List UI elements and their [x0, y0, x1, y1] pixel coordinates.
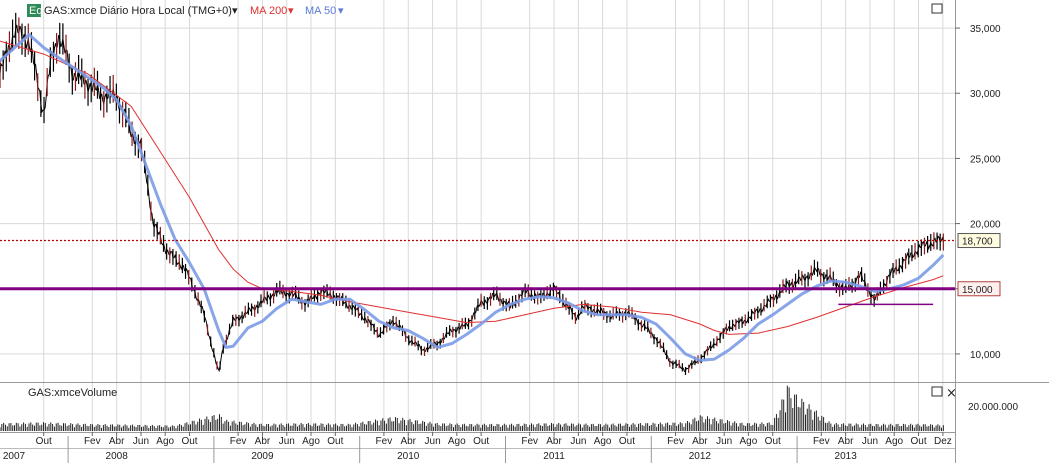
x-month-label-10: Out	[327, 436, 343, 447]
last-price-tag-box	[957, 233, 1001, 249]
x-year-label-3: 2010	[397, 451, 420, 462]
volume-maximize-button[interactable]	[931, 386, 943, 397]
x-month-label-21: Fev	[667, 436, 684, 447]
volume-close-icon[interactable]: ×	[946, 386, 957, 401]
ma200-legend[interactable]: MA 200	[250, 5, 287, 17]
x-month-label-13: Jun	[425, 436, 441, 447]
price-maximize-button[interactable]	[931, 3, 943, 14]
y-tick-label-4: 30,000	[970, 89, 1001, 100]
x-year-label-0: 2007	[3, 451, 26, 462]
last-price-tag: 18,700	[962, 237, 993, 248]
x-month-label-15: Out	[473, 436, 489, 447]
x-year-label-5: 2012	[689, 451, 712, 462]
x-month-label-23: Jun	[716, 436, 732, 447]
x-month-label-9: Ago	[302, 436, 320, 447]
ma200-dropdown-icon[interactable]: ▾	[288, 5, 294, 17]
x-month-label-7: Abr	[255, 436, 271, 447]
x-year-label-6: 2013	[835, 451, 858, 462]
x-month-label-25: Out	[765, 436, 781, 447]
x-month-label-19: Ago	[594, 436, 612, 447]
x-month-label-14: Ago	[448, 436, 466, 447]
price-axis: 10,000 15,000 20,000 25,000 30,000 35,000 18,7…	[955, 24, 1001, 361]
x-month-label-16: Fev	[521, 436, 538, 447]
x-month-label-26: Fev	[813, 436, 830, 447]
x-month-label-4: Ago	[156, 436, 174, 447]
x-month-label-31: Dez	[934, 436, 952, 447]
x-month-label-22: Abr	[692, 436, 708, 447]
x-month-label-8: Jun	[279, 436, 295, 447]
x-year-label-4: 2011	[543, 451, 565, 462]
volume-bars	[0, 385, 944, 431]
x-month-label-5: Out	[181, 436, 197, 447]
ma50-line	[0, 33, 945, 362]
x-month-label-2: Abr	[109, 436, 125, 447]
horizontal-levels	[0, 239, 955, 306]
x-year-label-2: 2009	[251, 451, 274, 462]
volume-panel-title: GAS:xmceVolume	[28, 387, 117, 399]
instrument-title[interactable]: GAS:xmce Diário Hora Local (TMG+0)	[44, 5, 232, 17]
ma50-series	[0, 33, 945, 362]
y-tick-label-0: 10,000	[970, 350, 1001, 361]
x-month-label-11: Fev	[376, 436, 393, 447]
x-month-label-29: Ago	[885, 436, 903, 447]
x-month-label-27: Abr	[838, 436, 854, 447]
instrument-dropdown-icon[interactable]: ▾	[232, 5, 238, 17]
price-plot-background	[0, 0, 955, 382]
x-month-label-24: Ago	[740, 436, 758, 447]
y-tick-label-3: 25,000	[970, 154, 1001, 165]
x-month-label-1: Fev	[84, 436, 101, 447]
x-month-label-6: Fev	[230, 436, 247, 447]
x-month-label-18: Jun	[570, 436, 586, 447]
x-month-label-28: Jun	[862, 436, 878, 447]
x-month-label-20: Out	[619, 436, 635, 447]
volume-axis-tick: 20.000.000	[968, 402, 1018, 413]
x-month-label-17: Abr	[546, 436, 562, 447]
y-tick-label-5: 35,000	[970, 24, 1001, 35]
support-tag: 15,000	[962, 285, 993, 296]
ma200-series	[0, 40, 944, 335]
y-tick-label-2: 20,000	[970, 220, 1001, 231]
x-month-label-12: Abr	[400, 436, 416, 447]
x-month-label-0: Out	[36, 436, 52, 447]
ma50-dropdown-icon[interactable]: ▾	[338, 5, 344, 17]
x-month-label-30: Out	[910, 436, 926, 447]
x-year-label-1: 2008	[106, 451, 129, 462]
grid-lines	[0, 0, 955, 432]
eq-badge	[27, 4, 41, 17]
ma200-line	[0, 40, 944, 335]
time-axis: Out Fev Abr Jun Ago Out Fev Abr Jun Ago Out Fev Abr J…	[3, 432, 952, 463]
x-month-label-3: Jun	[133, 436, 149, 447]
eq-badge-label: Eq	[29, 5, 42, 17]
support-tag-box	[957, 281, 1001, 297]
ma50-legend[interactable]: MA 50	[305, 5, 336, 17]
